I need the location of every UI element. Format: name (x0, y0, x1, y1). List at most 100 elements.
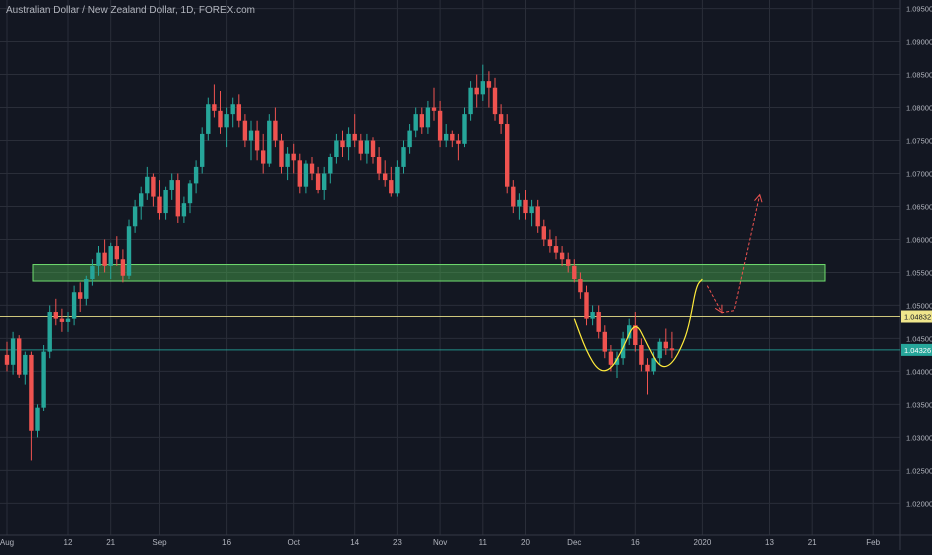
x-tick-label: 12 (64, 538, 73, 547)
candle-body (261, 150, 266, 164)
candle-body (279, 140, 284, 167)
candle-body (151, 176, 156, 197)
candle-body (480, 81, 485, 95)
candle-body (96, 252, 101, 266)
candle-body (78, 292, 83, 299)
candle-body (669, 348, 675, 351)
candle-body (572, 265, 577, 280)
candle-body (187, 183, 193, 204)
x-tick-label: 23 (393, 538, 402, 547)
candle-body (547, 239, 553, 247)
price-label-text: 1.04832 (904, 313, 931, 322)
candle-body (267, 120, 272, 164)
chart-title: Australian Dollar / New Zealand Dollar, … (6, 5, 255, 16)
pattern-curve (573, 278, 703, 372)
candle-body (126, 226, 132, 276)
candle-body (498, 114, 504, 125)
price-label-box (901, 343, 932, 356)
candle-body (383, 173, 388, 181)
candle-body (346, 133, 351, 148)
candle-body (553, 246, 559, 253)
candle-body (590, 312, 595, 319)
candle-body (224, 114, 229, 128)
candle-body (602, 331, 607, 352)
y-tick-label: 1.05000 (906, 301, 932, 310)
x-tick-label: Sep (152, 538, 167, 547)
candle-body (352, 133, 357, 141)
price-label-box (901, 310, 932, 323)
candle-body (90, 265, 95, 280)
candle-body (584, 292, 589, 319)
candle-body (334, 140, 339, 158)
candle-body (41, 351, 46, 408)
candles (4, 64, 675, 461)
x-tick-label: 21 (106, 538, 115, 547)
candle-body (322, 173, 327, 190)
candle-body (505, 124, 510, 187)
candle-body (370, 140, 376, 158)
y-tick-label: 1.03000 (906, 433, 932, 442)
candle-body (627, 325, 632, 339)
y-tick-label: 1.07000 (906, 169, 932, 178)
candle-body (450, 133, 455, 141)
candle-body (65, 318, 71, 322)
candle-body (193, 166, 199, 184)
candle-body (468, 87, 473, 115)
candle-body (529, 206, 534, 214)
candle-body (413, 114, 418, 131)
candle-body (608, 351, 614, 365)
candle-body (523, 199, 528, 214)
x-tick-label: 21 (808, 538, 817, 547)
candle-body (273, 120, 278, 141)
candle-body (364, 140, 370, 154)
candle-body (340, 140, 345, 148)
candle-body (53, 312, 58, 319)
candle-body (651, 358, 656, 372)
candle-body (535, 206, 540, 227)
y-tick-label: 1.02500 (906, 466, 932, 475)
candle-body (401, 147, 406, 167)
x-tick-label: 14 (350, 538, 359, 547)
candle-body (157, 196, 162, 214)
candle-body (84, 279, 89, 299)
y-tick-label: 1.07500 (906, 137, 932, 146)
candle-body (657, 341, 662, 359)
candle-body (328, 157, 333, 174)
x-tick-label: 2020 (694, 538, 712, 547)
candle-body (181, 203, 187, 217)
candle-body (407, 130, 412, 148)
candle-body (309, 163, 315, 174)
candle-body (425, 107, 431, 128)
candle-body (517, 199, 522, 207)
candle-body (566, 259, 571, 266)
x-tick-label: Aug (0, 538, 14, 547)
candle-body (23, 354, 28, 375)
x-axis: Aug 12 21 Sep 16 Oct 14 23 Nov 11 20 Dec 16 2020 13 21 F… (0, 538, 881, 547)
candle-body (108, 246, 113, 266)
candle-body (376, 157, 382, 174)
candle-body (297, 160, 302, 187)
candle-body (486, 81, 492, 88)
x-tick-label: 16 (222, 538, 231, 547)
candle-body (120, 259, 126, 276)
candle-body (462, 114, 467, 144)
x-tick-label: 13 (765, 538, 774, 547)
candle-body (474, 87, 479, 95)
candle-body (541, 226, 546, 240)
y-tick-label: 1.09000 (906, 38, 932, 47)
candle-body (139, 193, 144, 207)
candle-body (35, 407, 40, 431)
y-tick-label: 1.03500 (906, 400, 932, 409)
candle-body (4, 354, 10, 365)
candle-body (200, 133, 205, 167)
x-tick-label: 20 (521, 538, 530, 547)
candle-body (639, 345, 644, 365)
y-tick-label: 1.09500 (906, 5, 932, 14)
candle-body (230, 104, 235, 115)
candle-body (559, 252, 565, 260)
candle-body (254, 130, 260, 151)
x-tick-label: 16 (631, 538, 640, 547)
candle-body (492, 87, 498, 115)
candle-body (175, 180, 180, 217)
